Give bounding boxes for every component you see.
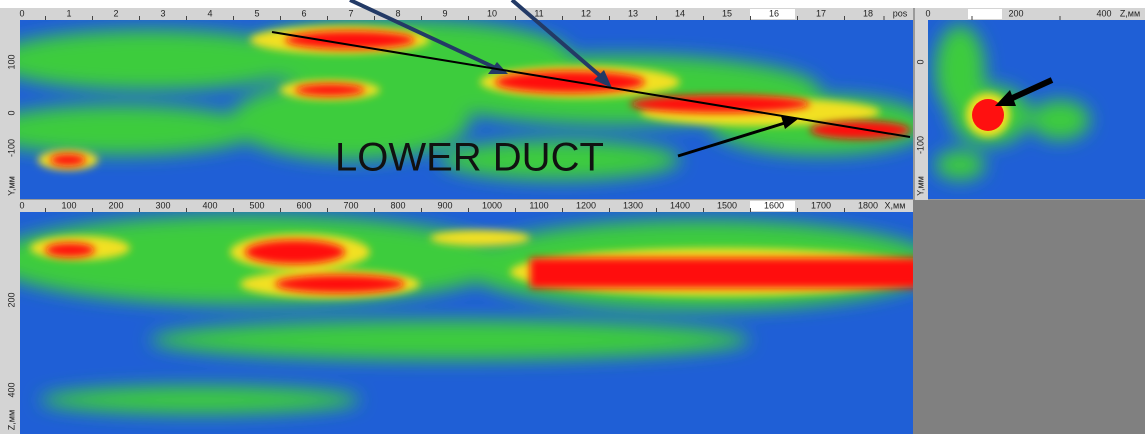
ruler-label: 10 <box>487 8 497 18</box>
ruler-label: 200 <box>6 292 16 307</box>
heat-blob <box>45 243 95 257</box>
annotation-text: LOWER DUCT <box>335 136 604 180</box>
ruler-label: 0 <box>915 59 925 64</box>
heat-blob <box>275 275 405 293</box>
ruler-label: 400 <box>1096 8 1111 18</box>
ruler-label: 1 <box>66 8 71 18</box>
heat-blob <box>40 386 360 414</box>
ruler-label: 18 <box>863 8 873 18</box>
heat-blob <box>285 31 415 49</box>
heat-blob <box>935 150 985 180</box>
ruler-label: 900 <box>437 200 452 210</box>
ruler-label: 9 <box>442 8 447 18</box>
ruler-label: 400 <box>6 382 16 397</box>
bottom-heatmap <box>0 212 940 434</box>
heat-blob <box>530 258 920 288</box>
ruler-label: 1300 <box>623 200 643 210</box>
ruler-unit: pos <box>893 8 908 18</box>
ruler-label: 14 <box>675 8 685 18</box>
ruler-label: 13 <box>628 8 638 18</box>
ruler-label: 0 <box>19 200 24 210</box>
left-ruler <box>0 20 20 200</box>
ruler-label: 4 <box>207 8 212 18</box>
empty-pane <box>913 200 1145 434</box>
ruler-label: 17 <box>816 8 826 18</box>
side-left-ruler <box>915 20 928 200</box>
heat-blob <box>430 230 530 246</box>
side-heatmap <box>928 20 1145 199</box>
ruler-label: 1400 <box>670 200 690 210</box>
ruler-label: 12 <box>581 8 591 18</box>
ruler-label: 100 <box>61 200 76 210</box>
ruler-label: 8 <box>395 8 400 18</box>
ruler-label: 7 <box>348 8 353 18</box>
ruler-unit: X,мм <box>885 200 906 210</box>
ruler-label: 600 <box>296 200 311 210</box>
ruler-label: -100 <box>6 139 16 157</box>
ruler-label: 1600 <box>764 200 784 210</box>
ruler-label: 200 <box>1008 8 1023 18</box>
ruler-cursor <box>968 9 1002 19</box>
ruler-label: 300 <box>155 200 170 210</box>
scan-window: LOWER DUCT 0123456789101112131415161718p… <box>0 0 1145 434</box>
ruler-label: 1700 <box>811 200 831 210</box>
page: {"top_panel": {"x_ruler": ["0","1","2","… <box>0 0 1145 434</box>
ruler-label: 200 <box>108 200 123 210</box>
ruler-label: 0 <box>6 110 16 115</box>
ruler-label: 1000 <box>482 200 502 210</box>
heat-blob <box>1030 100 1090 140</box>
ruler-label: 15 <box>722 8 732 18</box>
ruler-label: 16 <box>769 8 779 18</box>
ruler-label: 3 <box>160 8 165 18</box>
ruler-label: 1800 <box>858 200 878 210</box>
ruler-label: 700 <box>343 200 358 210</box>
ruler-label: 100 <box>6 54 16 69</box>
ruler-label: 1500 <box>717 200 737 210</box>
ruler-unit: Z,мм <box>1120 8 1140 18</box>
ruler-label: -100 <box>915 136 925 154</box>
ruler-label: 800 <box>390 200 405 210</box>
left-ruler <box>0 212 20 434</box>
heat-blob <box>150 320 750 360</box>
ruler-label: 500 <box>249 200 264 210</box>
heat-blob <box>295 84 365 96</box>
ruler-label: 0 <box>19 8 24 18</box>
ruler-label: 2 <box>113 8 118 18</box>
ruler-label: 11 <box>534 8 543 18</box>
ruler-label: 6 <box>301 8 306 18</box>
ruler-label: 5 <box>254 8 259 18</box>
heat-blob <box>630 95 810 113</box>
ruler-label: 1200 <box>576 200 596 210</box>
heat-blob <box>245 240 345 264</box>
ruler-unit: Z,мм <box>6 410 16 430</box>
ruler-label: 400 <box>202 200 217 210</box>
ruler-unit: Y,мм <box>6 176 16 196</box>
ruler-label: 0 <box>925 8 930 18</box>
heat-blob <box>50 154 86 166</box>
ruler-unit: Y,мм <box>915 176 925 196</box>
ruler-label: 1100 <box>529 200 548 210</box>
